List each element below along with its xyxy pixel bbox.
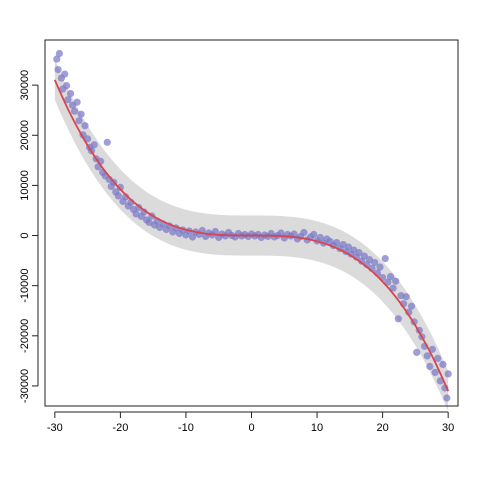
data-point	[316, 233, 324, 242]
data-point	[381, 255, 389, 263]
y-tick-label: 10000	[19, 170, 31, 201]
plot-frame	[44, 39, 459, 407]
data-point	[310, 230, 318, 239]
data-point	[122, 193, 130, 201]
data-point	[55, 49, 64, 58]
y-tick-label: -30000	[19, 369, 31, 403]
x-tick-label: 0	[248, 422, 254, 434]
y-tick-label: 30000	[19, 70, 31, 101]
data-point	[392, 277, 400, 285]
data-point	[384, 278, 392, 286]
fit-line-layer	[53, 79, 450, 392]
x-tick-label: 20	[376, 422, 388, 434]
data-point	[413, 348, 421, 356]
data-point	[90, 141, 98, 149]
data-point	[360, 252, 368, 260]
data-point	[365, 256, 374, 264]
data-point	[64, 96, 72, 104]
data-point	[77, 110, 85, 118]
data-point	[70, 107, 79, 115]
data-point	[355, 249, 363, 257]
data-point	[75, 117, 83, 125]
data-point	[394, 315, 402, 323]
data-point	[428, 345, 436, 353]
data-point	[61, 70, 69, 78]
data-point	[444, 370, 452, 378]
data-point	[443, 394, 451, 402]
data-point	[344, 243, 353, 251]
data-point	[54, 66, 62, 74]
data-point	[81, 122, 89, 130]
fit-line	[53, 79, 450, 392]
data-point	[140, 208, 148, 216]
data-point	[116, 183, 124, 191]
x-tick-label: 10	[311, 422, 323, 434]
data-point	[431, 368, 439, 376]
data-point	[84, 135, 92, 143]
data-point	[211, 227, 219, 236]
y-tick-label: 0	[19, 232, 31, 238]
data-point	[389, 284, 397, 292]
y-tick-label: -20000	[19, 319, 31, 353]
data-point	[67, 90, 75, 98]
x-tick-label: -10	[178, 422, 194, 434]
axes-layer: -30 -20 -10 0 10 20 30 -30000 -20000 -10000 0 10000…	[19, 39, 459, 434]
data-point	[114, 192, 122, 200]
data-point	[402, 293, 410, 301]
data-point	[434, 354, 442, 362]
data-point	[103, 138, 111, 146]
data-point	[63, 82, 71, 90]
data-point	[333, 239, 341, 247]
y-tick-label: 20000	[19, 120, 31, 151]
x-tick-label: -30	[47, 422, 63, 434]
x-tick-label: -20	[112, 422, 128, 434]
data-point	[73, 98, 81, 106]
data-point	[371, 259, 379, 267]
data-point	[426, 362, 434, 370]
data-point	[439, 360, 447, 368]
data-point	[386, 273, 395, 281]
x-tick-label: 30	[442, 422, 454, 434]
data-point	[300, 228, 308, 237]
data-point	[407, 302, 416, 310]
data-point	[376, 263, 384, 271]
y-tick-label: -10000	[19, 269, 31, 303]
data-point	[423, 352, 431, 360]
data-point	[53, 55, 61, 63]
